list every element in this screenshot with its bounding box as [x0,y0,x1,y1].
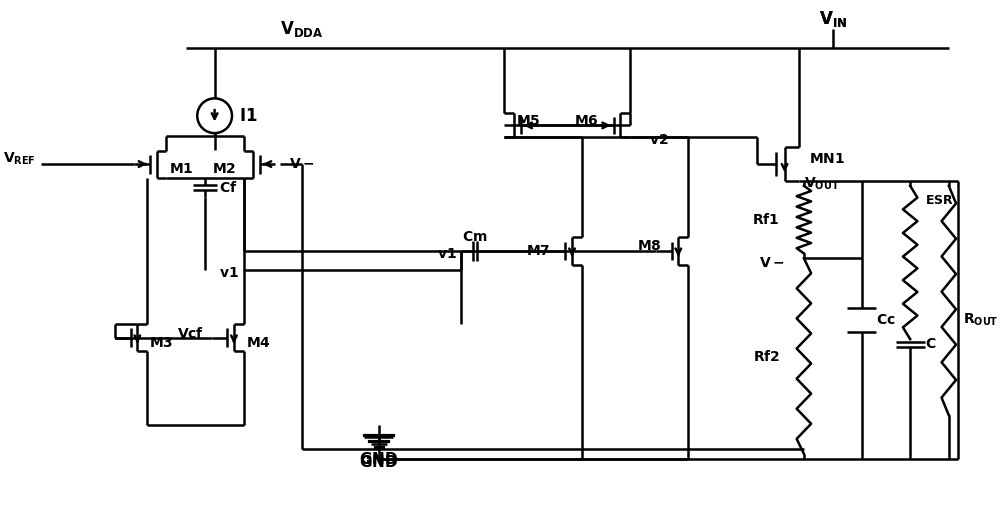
Text: $\mathbf{v2}$: $\mathbf{v2}$ [649,133,669,147]
Text: $\mathbf{C}$: $\mathbf{C}$ [925,337,936,351]
Text: $\mathbf{V_{IN}}$: $\mathbf{V_{IN}}$ [819,9,847,29]
Text: $\mathbf{M6}$: $\mathbf{M6}$ [574,114,599,128]
Text: $\mathbf{I1}$: $\mathbf{I1}$ [239,107,258,125]
Text: $\mathbf{M2}$: $\mathbf{M2}$ [212,162,236,176]
Text: $\mathbf{v1}$: $\mathbf{v1}$ [437,247,456,261]
Text: $\mathbf{Rf2}$: $\mathbf{Rf2}$ [753,349,780,363]
Text: $\mathbf{MN1}$: $\mathbf{MN1}$ [809,152,845,166]
Text: $\mathbf{M8}$: $\mathbf{M8}$ [637,239,662,253]
Text: $\mathbf{Cc}$: $\mathbf{Cc}$ [876,313,896,327]
Text: $\mathbf{M5}$: $\mathbf{M5}$ [516,114,541,128]
Text: $\mathbf{Rf1}$: $\mathbf{Rf1}$ [752,212,780,227]
Text: $\mathbf{V_{REF}}$: $\mathbf{V_{REF}}$ [3,151,36,168]
Text: $\mathbf{ESR}$: $\mathbf{ESR}$ [925,194,954,207]
Text: $\mathbf{M1}$: $\mathbf{M1}$ [169,162,193,176]
Text: $\mathbf{Cm}$: $\mathbf{Cm}$ [462,229,488,243]
Text: $\mathbf{M3}$: $\mathbf{M3}$ [149,336,174,350]
Text: $\mathbf{Vcf}$: $\mathbf{Vcf}$ [177,325,204,340]
Text: $\mathbf{V_{IN}}$: $\mathbf{V_{IN}}$ [819,9,847,29]
Text: $\mathbf{v1}$: $\mathbf{v1}$ [219,266,239,280]
Text: $\mathbf{V-}$: $\mathbf{V-}$ [759,256,785,270]
Text: $\mathbf{V-}$: $\mathbf{V-}$ [289,157,315,171]
Text: $\mathbf{Cf}$: $\mathbf{Cf}$ [219,180,238,195]
Text: $\mathbf{V_{DDA}}$: $\mathbf{V_{DDA}}$ [280,19,323,39]
Text: $\mathbf{M7}$: $\mathbf{M7}$ [526,244,550,258]
Text: $\mathbf{GND}$: $\mathbf{GND}$ [359,454,398,470]
Text: $\mathbf{V_{OUT}}$: $\mathbf{V_{OUT}}$ [804,175,840,192]
Text: $\mathbf{M4}$: $\mathbf{M4}$ [246,336,271,350]
Text: $\mathbf{R_{OUT}}$: $\mathbf{R_{OUT}}$ [963,311,999,328]
Text: $\mathbf{GND}$: $\mathbf{GND}$ [359,450,398,467]
